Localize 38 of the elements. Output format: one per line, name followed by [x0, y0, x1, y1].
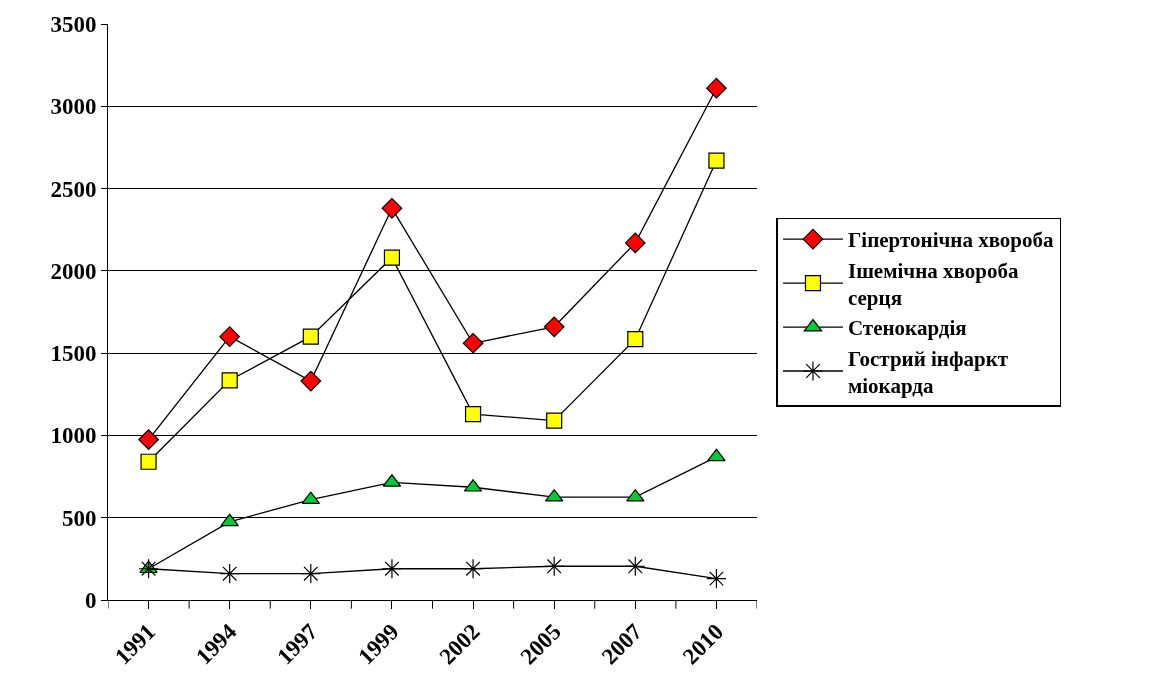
y-tick-label: 3000: [50, 94, 97, 120]
point: [138, 429, 159, 450]
point: [383, 249, 401, 266]
point: [546, 412, 563, 429]
point: [462, 558, 484, 579]
legend-label: Стенокардія: [847, 316, 967, 341]
point: [221, 372, 238, 389]
point: [302, 328, 319, 345]
legend-label: Ішемічна хвороба серця: [847, 258, 1019, 310]
point: [627, 331, 644, 348]
point: [300, 563, 322, 584]
y-tick-label: 3500: [50, 12, 97, 38]
point: [707, 448, 726, 462]
point: [381, 558, 403, 579]
point: [138, 558, 159, 579]
point: [140, 453, 157, 470]
legend-label: Гіпертонічна хвороба: [847, 228, 1055, 253]
point: [543, 316, 565, 338]
point: [708, 152, 725, 169]
point: [706, 568, 727, 589]
point: [706, 77, 727, 99]
point: [300, 370, 322, 392]
y-tick-label: 0: [84, 588, 97, 614]
point: [220, 513, 239, 527]
point: [381, 197, 403, 219]
y-tick-label: 2500: [50, 176, 97, 202]
point: [219, 326, 241, 348]
y-tick-label: 1000: [50, 423, 97, 449]
point: [624, 232, 646, 254]
y-tick-label: 1500: [50, 341, 97, 367]
y-tick-label: 2000: [50, 258, 97, 284]
legend-label: Гострий інфаркт міокарда: [847, 346, 1009, 398]
point: [464, 405, 482, 423]
point: [462, 332, 484, 354]
point: [543, 556, 565, 577]
point: [219, 563, 240, 584]
y-tick-label: 500: [61, 505, 97, 531]
point: [625, 556, 646, 577]
